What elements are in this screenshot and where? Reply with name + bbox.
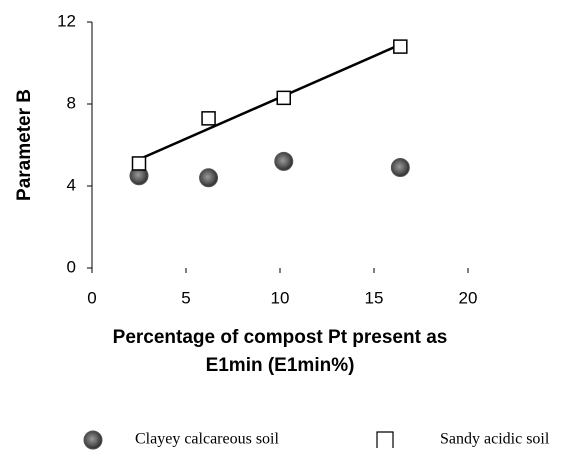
y-tick-label: 0 bbox=[67, 257, 76, 276]
legend-label: Clayey calcareous soil bbox=[135, 431, 280, 448]
point bbox=[390, 158, 410, 178]
x-tick-label: 5 bbox=[181, 288, 190, 307]
x-axis-title: E1min (E1min%) bbox=[206, 355, 355, 376]
trendline bbox=[138, 43, 401, 161]
x-axis-title: Percentage of compost Pt present as bbox=[113, 327, 448, 348]
legend-marker bbox=[376, 431, 394, 448]
point bbox=[274, 151, 294, 171]
legend-label: Sandy acidic soil bbox=[440, 431, 550, 448]
point bbox=[201, 111, 216, 126]
point bbox=[393, 39, 408, 54]
point bbox=[276, 90, 292, 106]
y-axis-title: Parameter B bbox=[14, 89, 35, 201]
x-tick-label: 20 bbox=[459, 288, 478, 307]
y-tick-label: 4 bbox=[67, 175, 76, 194]
x-tick-label: 0 bbox=[87, 288, 96, 307]
point bbox=[199, 168, 219, 188]
y-tick-label: 12 bbox=[57, 11, 76, 30]
legend-marker bbox=[83, 430, 103, 450]
x-tick-label: 15 bbox=[365, 288, 384, 307]
point bbox=[131, 156, 147, 171]
y-tick-label: 8 bbox=[67, 93, 76, 112]
x-tick-label: 10 bbox=[271, 288, 290, 307]
